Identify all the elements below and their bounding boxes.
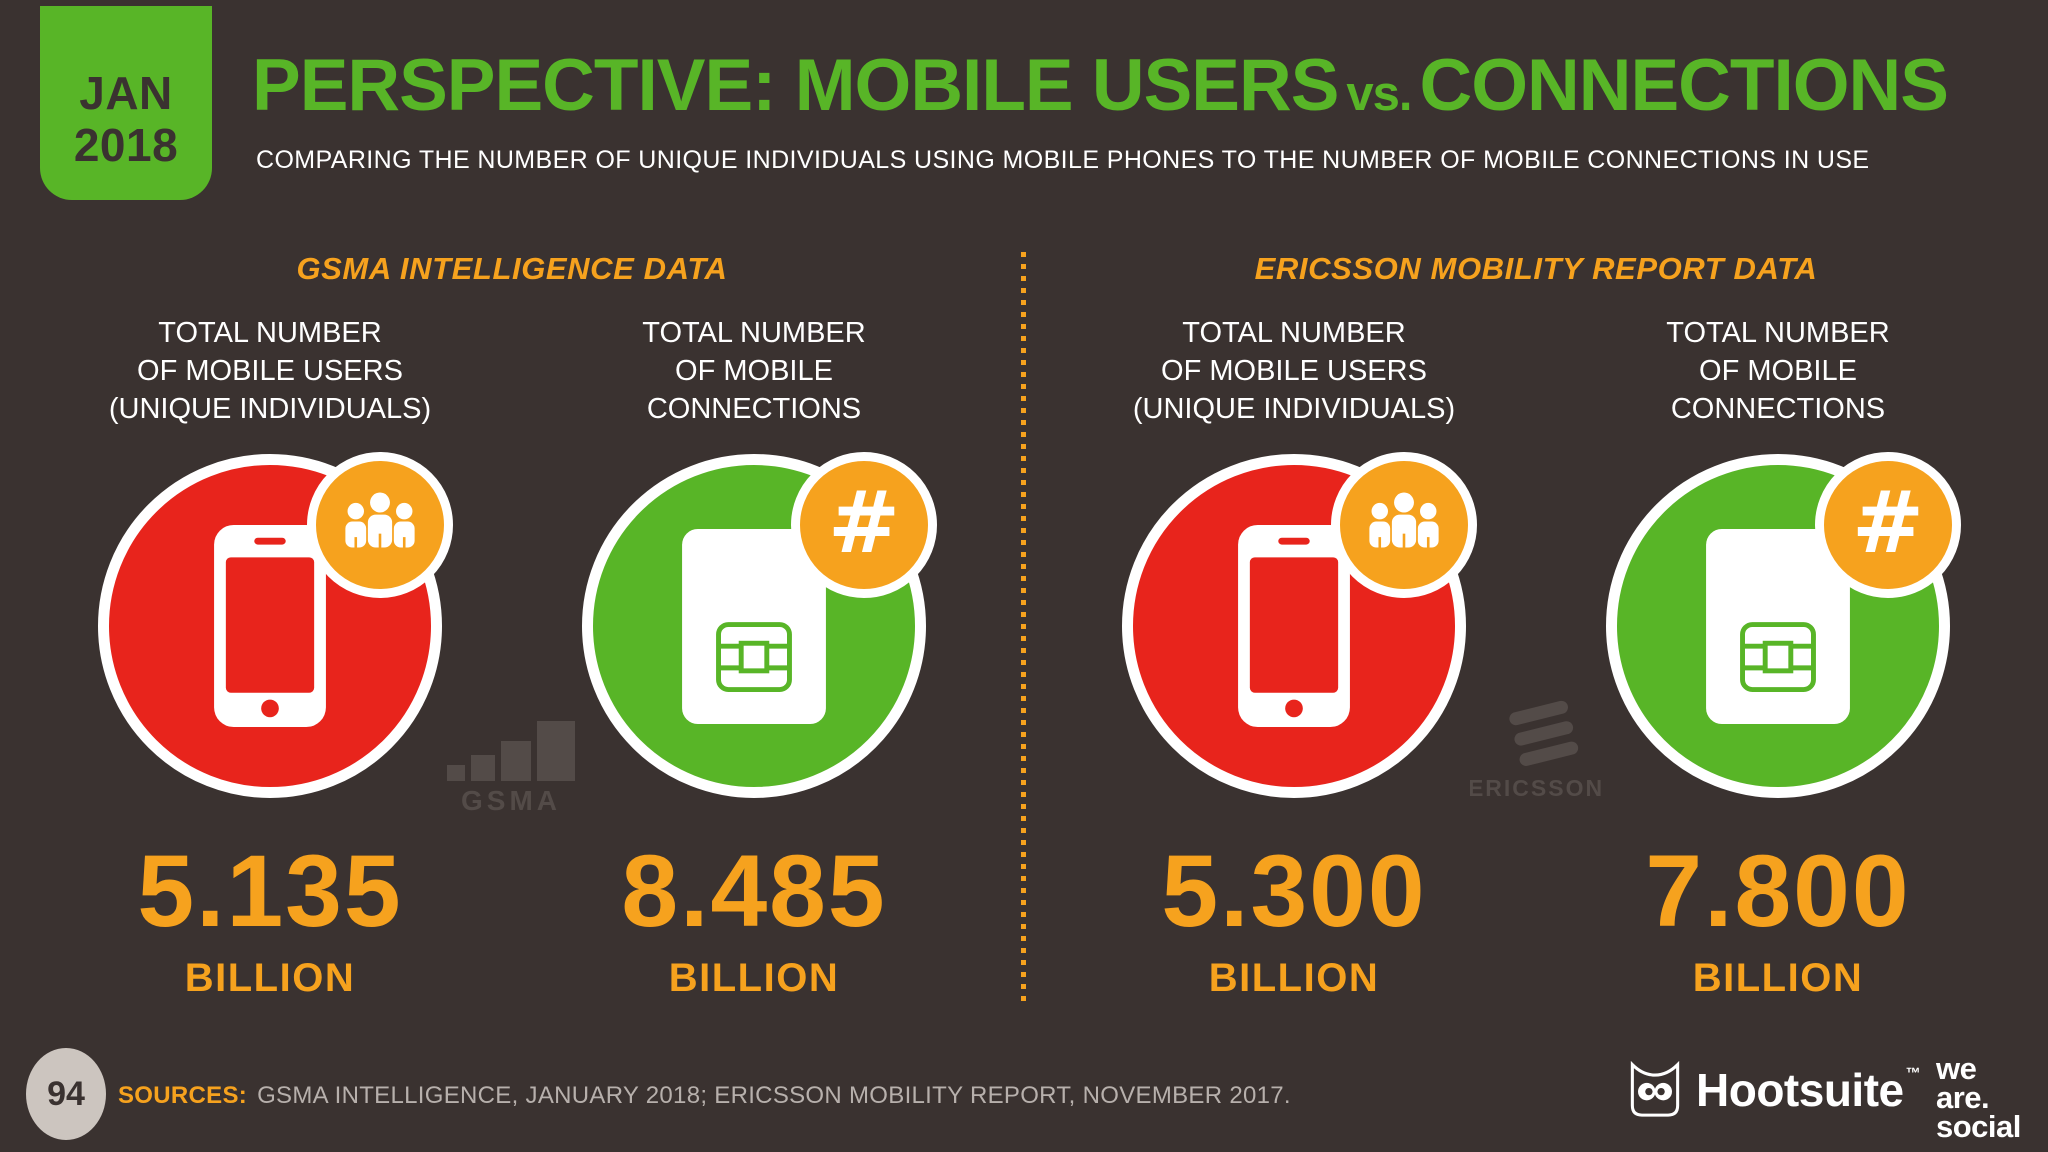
page-number-badge: 94 — [26, 1048, 106, 1140]
ericsson-bars-icon: ERICSSON — [1468, 700, 1602, 801]
users-graphic — [1122, 452, 1477, 798]
section-divider — [1021, 252, 1026, 1004]
gsma-logo: GSMA — [447, 718, 577, 821]
label-line: CONNECTIONS — [646, 393, 862, 425]
label-line: CONNECTIONS — [1670, 393, 1886, 425]
label-line: OF MOBILE — [675, 355, 833, 387]
stat-value: 5.300 — [1161, 834, 1427, 948]
sim-card-icon — [1706, 528, 1850, 724]
label-line: OF MOBILE USERS — [137, 355, 403, 387]
label-line: TOTAL NUMBER — [1182, 317, 1406, 349]
date-month: JAN — [79, 67, 173, 120]
hash-icon: # — [1851, 473, 1925, 573]
title-vs: vs. — [1346, 67, 1412, 121]
connections-badge: # — [791, 452, 937, 598]
date-year: 2018 — [73, 119, 179, 171]
sources-text: GSMA INTELLIGENCE, JANUARY 2018; ERICSSO… — [257, 1082, 1291, 1109]
column-label: TOTAL NUMBER OF MOBILE USERS (UNIQUE IND… — [109, 314, 431, 428]
was-line: social — [1936, 1109, 2021, 1144]
column-gsma-connections: TOTAL NUMBER OF MOBILE CONNECTIONS — [544, 314, 964, 998]
was-line: are. — [1936, 1080, 1990, 1115]
stat-value: 7.800 — [1645, 834, 1911, 948]
label-line: TOTAL NUMBER — [158, 317, 382, 349]
hootsuite-wordmark: Hootsuite ™ — [1696, 1063, 1921, 1116]
trademark-symbol: ™ — [1905, 1064, 1921, 1082]
stat-unit: BILLION — [1208, 956, 1380, 1000]
section-heading: ERICSSON MOBILITY REPORT DATA — [1254, 251, 1818, 286]
panel-ericsson: ERICSSON MOBILITY REPORT DATA ERICSSON T… — [1024, 250, 2048, 1030]
stat-value: 5.135 — [137, 834, 403, 948]
stat-unit: BILLION — [184, 956, 356, 1000]
people-icon — [1369, 492, 1439, 548]
mobile-phone-icon — [214, 524, 326, 728]
sources-line: SOURCES: GSMA INTELLIGENCE, JANUARY 2018;… — [118, 1082, 1291, 1110]
users-badge — [307, 452, 453, 598]
title-part2: CONNECTIONS — [1419, 45, 1949, 126]
was-line: we — [1936, 1051, 1977, 1086]
people-icon — [345, 492, 415, 548]
column-gsma-users: TOTAL NUMBER OF MOBILE USERS (UNIQUE IND… — [60, 314, 480, 998]
label-line: OF MOBILE USERS — [1161, 355, 1427, 387]
section-heading: GSMA INTELLIGENCE DATA — [296, 251, 728, 286]
page-number: 94 — [47, 1074, 85, 1113]
page-subtitle: COMPARING THE NUMBER OF UNIQUE INDIVIDUA… — [256, 146, 1870, 174]
gsma-logo-text: GSMA — [461, 785, 561, 816]
stat-unit: BILLION — [1692, 956, 1864, 1000]
gsma-columns: TOTAL NUMBER OF MOBILE USERS (UNIQUE IND… — [0, 314, 1024, 998]
hootsuite-text: Hootsuite — [1696, 1063, 1904, 1116]
label-line: (UNIQUE INDIVIDUALS) — [1132, 393, 1456, 425]
panel-gsma: GSMA INTELLIGENCE DATA GSMA TOTAL NUMBER… — [0, 250, 1024, 1030]
column-ericsson-connections: TOTAL NUMBER OF MOBILE CONNECTIONS — [1568, 314, 1988, 998]
column-label: TOTAL NUMBER OF MOBILE CONNECTIONS — [642, 314, 865, 428]
title-part1: PERSPECTIVE: MOBILE USERS — [252, 45, 1339, 126]
column-ericsson-users: TOTAL NUMBER OF MOBILE USERS (UNIQUE IND… — [1084, 314, 1504, 998]
column-label: TOTAL NUMBER OF MOBILE CONNECTIONS — [1666, 314, 1889, 428]
ericsson-logo-text: ERICSSON — [1470, 775, 1602, 801]
owl-icon — [1630, 1060, 1680, 1117]
we-are-social-logo: we are. social — [1936, 1051, 2021, 1144]
date-badge: JAN 2018 — [40, 6, 212, 200]
sources-label: SOURCES: — [118, 1082, 248, 1109]
label-line: TOTAL NUMBER — [642, 317, 866, 349]
sim-card-icon — [682, 528, 826, 724]
page-title: PERSPECTIVE: MOBILE USERS vs. CONNECTIONS — [252, 44, 1949, 127]
connections-badge: # — [1815, 452, 1961, 598]
hash-icon: # — [827, 473, 901, 573]
ericsson-logo: ERICSSON — [1468, 700, 1602, 809]
ericsson-columns: TOTAL NUMBER OF MOBILE USERS (UNIQUE IND… — [1024, 314, 2048, 998]
label-line: TOTAL NUMBER — [1666, 317, 1890, 349]
users-badge — [1331, 452, 1477, 598]
hootsuite-logo: Hootsuite ™ — [1628, 1058, 1921, 1120]
label-line: (UNIQUE INDIVIDUALS) — [108, 393, 432, 425]
column-label: TOTAL NUMBER OF MOBILE USERS (UNIQUE IND… — [1133, 314, 1455, 428]
connections-graphic: # — [1606, 452, 1961, 798]
signal-bars-icon: GSMA — [447, 721, 575, 816]
users-graphic — [98, 452, 453, 798]
label-line: OF MOBILE — [1699, 355, 1857, 387]
stat-unit: BILLION — [668, 956, 840, 1000]
stat-value: 8.485 — [621, 834, 887, 948]
mobile-phone-icon — [1238, 524, 1350, 728]
connections-graphic: # — [582, 452, 937, 798]
